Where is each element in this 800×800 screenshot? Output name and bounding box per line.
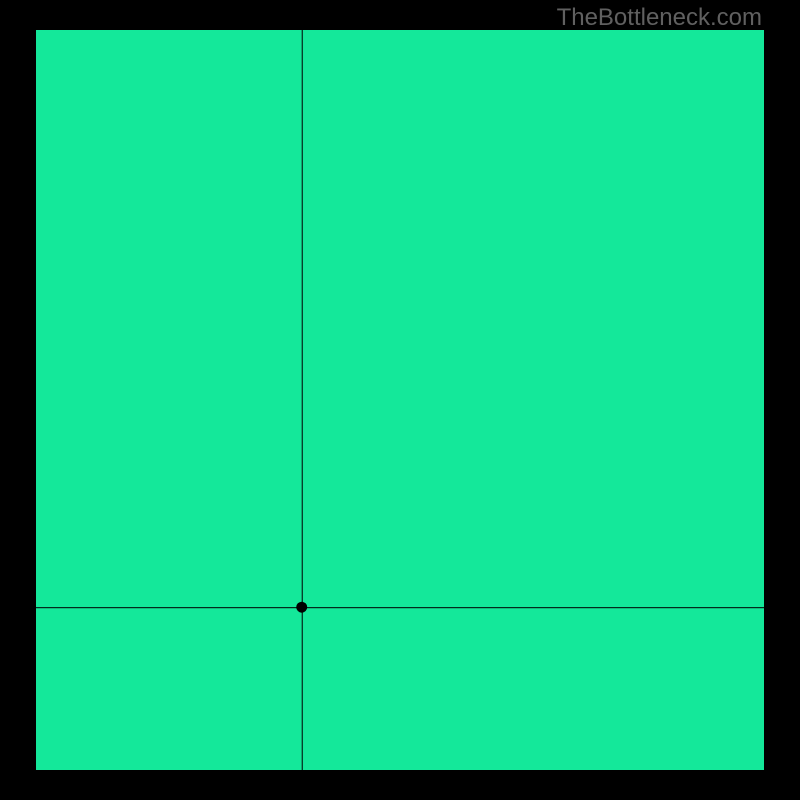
watermark-text: TheBottleneck.com	[557, 4, 762, 32]
figure-container: TheBottleneck.com	[0, 0, 800, 800]
bottleneck-heatmap	[36, 30, 764, 770]
